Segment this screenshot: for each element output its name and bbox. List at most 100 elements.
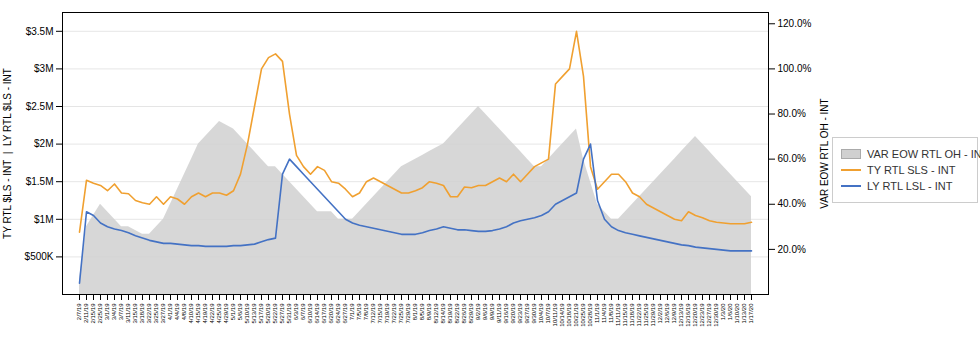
- svg-text:$2.5M: $2.5M: [26, 101, 54, 112]
- svg-text:1/17/20: 1/17/20: [748, 303, 754, 324]
- svg-text:7/1/19: 7/1/19: [349, 303, 355, 320]
- svg-text:12/9/19: 12/9/19: [671, 303, 677, 324]
- svg-text:8/5/19: 8/5/19: [419, 303, 425, 320]
- svg-text:$2M: $2M: [34, 138, 53, 149]
- svg-text:7/25/19: 7/25/19: [398, 303, 404, 324]
- svg-text:TY RTL $LS - INT | LY RTL $L: TY RTL $LS - INT | LY RTL $LS - INT: [2, 68, 13, 239]
- svg-text:6/3/19: 6/3/19: [293, 303, 299, 320]
- svg-text:6/10/19: 6/10/19: [307, 303, 313, 324]
- svg-text:5/13/19: 5/13/19: [251, 303, 257, 324]
- svg-text:9/23/19: 9/23/19: [517, 303, 523, 324]
- svg-text:7/29/19: 7/29/19: [405, 303, 411, 324]
- svg-text:4/22/19: 4/22/19: [209, 303, 215, 324]
- svg-text:7/12/19: 7/12/19: [370, 303, 376, 324]
- svg-text:10/4/19: 10/4/19: [538, 303, 544, 324]
- svg-text:2/25/19: 2/25/19: [97, 303, 103, 324]
- svg-text:11/22/19: 11/22/19: [636, 303, 642, 327]
- svg-text:9/16/19: 9/16/19: [503, 303, 509, 324]
- svg-text:9/30/19: 9/30/19: [531, 303, 537, 324]
- svg-text:11/4/19: 11/4/19: [601, 303, 607, 323]
- svg-text:8/26/19: 8/26/19: [461, 303, 467, 324]
- svg-text:1/10/20: 1/10/20: [734, 303, 740, 324]
- svg-text:5/10/19: 5/10/19: [244, 303, 250, 324]
- svg-text:5/17/19: 5/17/19: [258, 303, 264, 324]
- svg-text:8/14/19: 8/14/19: [440, 303, 446, 324]
- svg-text:4/8/19: 4/8/19: [181, 303, 187, 320]
- svg-text:11/1/19: 11/1/19: [594, 303, 600, 323]
- svg-text:8/19/19: 8/19/19: [447, 303, 453, 324]
- svg-text:11/8/19: 11/8/19: [608, 303, 614, 323]
- svg-text:80.0%: 80.0%: [778, 108, 806, 119]
- svg-text:20.0%: 20.0%: [778, 244, 806, 255]
- svg-text:6/24/19: 6/24/19: [335, 303, 341, 324]
- svg-text:6/17/19: 6/17/19: [321, 303, 327, 324]
- svg-text:$3.5M: $3.5M: [26, 26, 54, 37]
- svg-text:1/6/20: 1/6/20: [727, 303, 733, 320]
- svg-text:$1M: $1M: [34, 214, 53, 225]
- svg-text:10/21/19: 10/21/19: [573, 303, 579, 327]
- svg-text:60.0%: 60.0%: [778, 153, 806, 164]
- svg-text:3/15/19: 3/15/19: [132, 303, 138, 324]
- svg-text:12/16/19: 12/16/19: [685, 303, 691, 327]
- svg-text:4/29/19: 4/29/19: [223, 303, 229, 324]
- svg-text:9/11/19: 9/11/19: [496, 303, 502, 323]
- svg-text:12/2/19: 12/2/19: [657, 303, 663, 324]
- svg-text:12/27/19: 12/27/19: [706, 303, 712, 327]
- svg-text:5/27/19: 5/27/19: [279, 303, 285, 324]
- svg-text:8/12/19: 8/12/19: [433, 303, 439, 324]
- svg-text:9/9/19: 9/9/19: [489, 303, 495, 320]
- svg-text:10/14/19: 10/14/19: [559, 303, 565, 327]
- svg-text:11/11/19: 11/11/19: [615, 303, 621, 326]
- svg-text:12/23/19: 12/23/19: [699, 303, 705, 327]
- svg-text:10/18/19: 10/18/19: [566, 303, 572, 327]
- svg-text:4/15/19: 4/15/19: [195, 303, 201, 324]
- svg-text:5/31/19: 5/31/19: [286, 303, 292, 324]
- svg-text:11/15/19: 11/15/19: [622, 303, 628, 327]
- svg-text:1/3/20: 1/3/20: [720, 303, 726, 320]
- svg-text:4/25/19: 4/25/19: [216, 303, 222, 324]
- svg-text:9/6/19: 9/6/19: [482, 303, 488, 320]
- svg-text:12/13/19: 12/13/19: [678, 303, 684, 327]
- svg-text:12/6/19: 12/6/19: [664, 303, 670, 324]
- svg-text:120.0%: 120.0%: [778, 18, 812, 29]
- svg-text:3/4/19: 3/4/19: [111, 303, 117, 320]
- svg-text:10/25/19: 10/25/19: [580, 303, 586, 327]
- svg-text:5/6/19: 5/6/19: [237, 303, 243, 320]
- svg-text:4/10/19: 4/10/19: [188, 303, 194, 324]
- svg-text:6/20/19: 6/20/19: [328, 303, 334, 324]
- svg-text:3/11/19: 3/11/19: [125, 303, 131, 323]
- svg-text:12/30/19: 12/30/19: [713, 303, 719, 327]
- svg-text:11/25/19: 11/25/19: [643, 303, 649, 327]
- svg-text:6/14/19: 6/14/19: [314, 303, 320, 324]
- svg-text:9/27/19: 9/27/19: [524, 303, 530, 324]
- svg-text:11/29/19: 11/29/19: [650, 303, 656, 327]
- svg-text:5/1/19: 5/1/19: [230, 303, 236, 320]
- svg-text:12/20/19: 12/20/19: [692, 303, 698, 327]
- svg-text:$500K: $500K: [25, 251, 54, 262]
- svg-text:3/1/19: 3/1/19: [104, 303, 110, 320]
- svg-text:5/22/19: 5/22/19: [272, 303, 278, 324]
- svg-text:$1.5M: $1.5M: [26, 176, 54, 187]
- svg-text:3/18/19: 3/18/19: [139, 303, 145, 324]
- svg-text:7/19/19: 7/19/19: [384, 303, 390, 324]
- svg-text:10/7/19: 10/7/19: [545, 303, 551, 324]
- svg-text:10/11/19: 10/11/19: [552, 303, 558, 327]
- svg-text:40.0%: 40.0%: [778, 198, 806, 209]
- svg-text:3/22/19: 3/22/19: [146, 303, 152, 324]
- svg-text:2/7/19: 2/7/19: [76, 303, 82, 320]
- svg-text:7/22/19: 7/22/19: [391, 303, 397, 324]
- svg-text:1/13/20: 1/13/20: [741, 303, 747, 324]
- svg-text:100.0%: 100.0%: [778, 63, 812, 74]
- svg-text:4/4/19: 4/4/19: [174, 303, 180, 320]
- svg-text:9/2/19: 9/2/19: [475, 303, 481, 320]
- svg-text:8/1/19: 8/1/19: [412, 303, 418, 320]
- svg-text:VAR EOW RTL OH - INT: VAR EOW RTL OH - INT: [819, 98, 830, 208]
- svg-text:8/9/19: 8/9/19: [426, 303, 432, 320]
- svg-text:3/25/19: 3/25/19: [153, 303, 159, 324]
- svg-text:5/20/19: 5/20/19: [265, 303, 271, 324]
- svg-text:11/18/19: 11/18/19: [629, 303, 635, 327]
- svg-text:4/19/19: 4/19/19: [202, 303, 208, 324]
- svg-text:6/7/19: 6/7/19: [300, 303, 306, 320]
- svg-text:6/27/19: 6/27/19: [342, 303, 348, 324]
- svg-text:10/28/19: 10/28/19: [587, 303, 593, 327]
